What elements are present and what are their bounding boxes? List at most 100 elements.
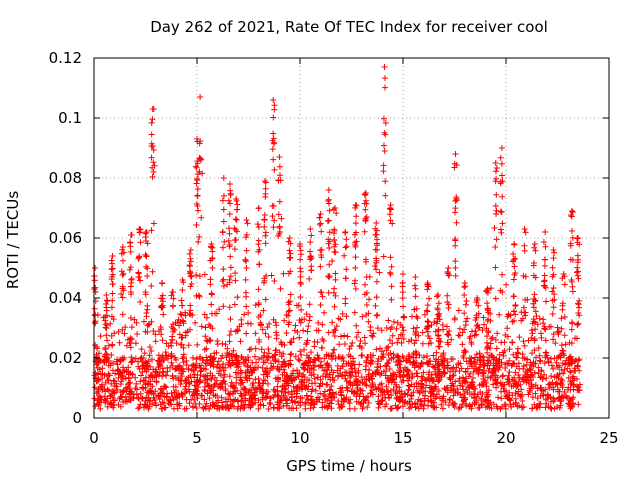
data-point-3298: [521, 342, 528, 349]
data-point-2475: [265, 388, 272, 395]
data-point-454: [361, 334, 368, 341]
data-point-2275: [246, 387, 253, 394]
data-point-1695: [201, 346, 208, 353]
data-point-2835: [219, 278, 226, 285]
data-point-1772: [536, 352, 543, 359]
data-point-2170: [514, 403, 521, 410]
data-point-1194: [557, 402, 564, 409]
data-point-2211: [459, 374, 466, 381]
data-point-2568: [235, 370, 242, 377]
data-point-1377: [398, 379, 405, 386]
data-point-694: [359, 313, 366, 320]
data-point-2032: [238, 369, 245, 376]
data-point-3199: [452, 237, 459, 244]
data-point-2379: [317, 376, 324, 383]
data-point-1264: [266, 400, 273, 407]
data-point-2459: [549, 311, 556, 318]
data-point-2830: [221, 238, 228, 245]
data-point-3263: [498, 160, 505, 167]
data-point-2693: [144, 329, 151, 336]
data-point-1214: [499, 373, 506, 380]
data-point-2860: [234, 294, 241, 301]
data-point-2237: [176, 331, 183, 338]
data-point-2278: [428, 388, 435, 395]
data-point-619: [160, 311, 167, 318]
data-point-1153: [528, 350, 535, 357]
data-point-3001: [326, 207, 333, 214]
data-point-2787: [194, 185, 201, 192]
data-point-3314: [532, 308, 539, 315]
data-point-510: [505, 372, 512, 379]
data-point-1971: [296, 317, 303, 324]
data-point-1155: [542, 337, 549, 344]
data-point-2449: [252, 376, 259, 383]
data-point-1408: [548, 373, 555, 380]
data-point-3325: [543, 298, 550, 305]
data-point-2716: [148, 227, 155, 234]
data-point-2802: [197, 138, 204, 145]
data-point-3373: [575, 304, 582, 311]
data-point-41: [303, 311, 310, 318]
data-point-57: [255, 364, 262, 371]
data-point-2886: [256, 261, 263, 268]
data-point-2428: [348, 342, 355, 349]
data-point-2967: [297, 241, 303, 247]
data-point-2596: [161, 404, 168, 411]
data-point-2874: [242, 256, 249, 263]
data-point-2760: [179, 302, 186, 309]
data-point-2157: [538, 330, 545, 337]
data-point-2082: [285, 312, 292, 319]
data-point-544: [394, 405, 401, 412]
data-point-853: [136, 404, 143, 411]
data-point-2552: [228, 402, 235, 409]
data-point-2599: [381, 389, 388, 396]
data-point-2009: [194, 372, 201, 379]
data-point-2991: [316, 214, 323, 221]
data-point-1211: [494, 405, 501, 412]
data-point-2431: [165, 400, 172, 407]
data-point-2129: [396, 361, 403, 368]
data-point-2166: [250, 380, 257, 387]
data-point-2669: [127, 335, 134, 342]
data-point-929: [271, 277, 278, 284]
data-point-2659: [126, 266, 133, 273]
data-point-3246: [493, 191, 500, 198]
data-point-2714: [149, 164, 156, 171]
data-point-2231: [425, 397, 432, 404]
data-point-2077: [93, 344, 100, 351]
data-point-3171: [435, 343, 442, 350]
data-point-2488: [364, 354, 371, 361]
data-point-2185: [159, 353, 166, 360]
data-point-901: [487, 285, 494, 292]
data-point-352: [520, 363, 527, 370]
data-point-1969: [215, 358, 222, 365]
data-point-2389: [325, 364, 332, 371]
data-point-1808: [377, 345, 384, 352]
data-point-1810: [97, 405, 104, 412]
data-point-2371: [359, 404, 366, 411]
data-point-1657: [170, 383, 177, 390]
data-point-1721: [345, 352, 352, 359]
data-point-1275: [502, 331, 509, 338]
data-point-1050: [344, 385, 351, 392]
data-point-3069: [362, 216, 369, 223]
data-point-3008: [325, 197, 332, 204]
data-point-1345: [132, 385, 139, 392]
data-point-1680: [202, 366, 209, 373]
data-point-2110: [378, 327, 385, 334]
data-point-3089: [373, 257, 380, 264]
data-point-3198: [453, 195, 460, 202]
data-point-1331: [405, 387, 412, 394]
data-point-3015: [331, 226, 338, 233]
data-point-3234: [483, 346, 490, 353]
data-point-311: [558, 342, 565, 349]
data-point-2597: [232, 396, 239, 403]
data-point-1570: [421, 376, 428, 383]
data-point-2074: [123, 342, 130, 349]
data-point-2959: [297, 273, 304, 280]
data-point-2793: [193, 180, 200, 187]
data-point-2936: [275, 211, 282, 218]
data-point-2532: [208, 361, 215, 368]
data-point-1533: [419, 360, 426, 367]
data-point-2070: [553, 359, 560, 366]
